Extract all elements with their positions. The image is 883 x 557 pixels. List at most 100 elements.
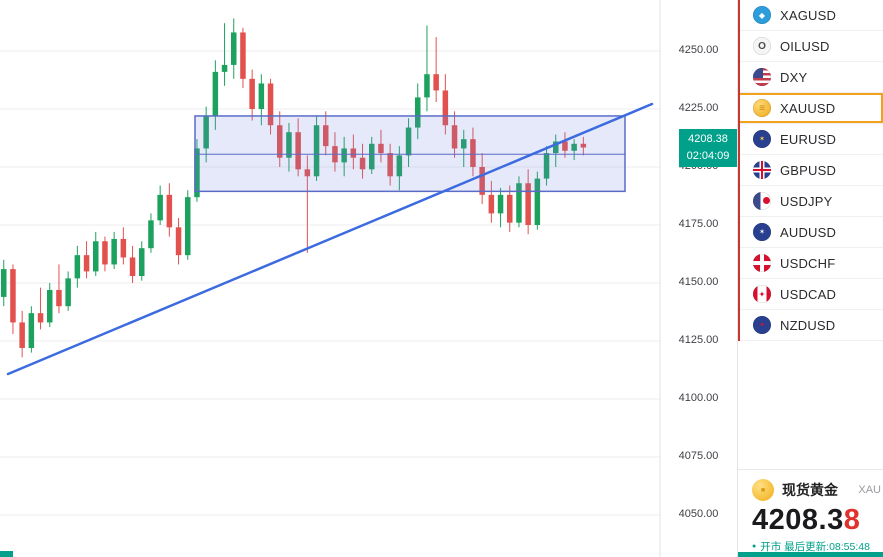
trendline-annotation <box>6 102 654 376</box>
switzerland-flag-icon <box>753 254 771 272</box>
instrument-row-gbpusd[interactable]: GBPUSD <box>738 155 883 186</box>
candle-body <box>286 132 292 158</box>
candle-body <box>350 148 357 158</box>
candle-body <box>313 125 320 177</box>
axis-tick-label: 4075.00 <box>678 450 719 462</box>
bottom-accent-bar <box>738 552 883 557</box>
instrument-row-xauusd[interactable]: XAUUSD <box>738 93 883 124</box>
candle-body <box>571 143 577 151</box>
candle-body <box>129 257 136 277</box>
canada-flag-icon <box>753 285 771 303</box>
instrument-name: 现货黄金 <box>782 482 838 498</box>
candle-body <box>139 248 145 277</box>
candle-body <box>553 141 559 154</box>
candle-body <box>203 115 209 149</box>
price-chart[interactable]: 4250.004225.004200.004175.004150.004125.… <box>0 0 737 557</box>
candle-body <box>258 83 265 109</box>
candle-body <box>249 78 255 109</box>
candle-body <box>525 183 531 225</box>
instrument-row-oilusd[interactable]: OILUSD <box>738 31 883 62</box>
price-last-digit: 8 <box>843 504 861 536</box>
candle-body <box>507 194 513 223</box>
candle-body <box>221 64 228 72</box>
gold-icon <box>753 99 771 117</box>
axis-tick-label: 4225.00 <box>678 102 719 114</box>
candle-body <box>562 141 568 151</box>
instrument-symbol: XAU <box>858 484 881 496</box>
instrument-label: USDCHF <box>780 255 836 271</box>
instrument-label: GBPUSD <box>780 162 837 178</box>
instrument-label: XAGUSD <box>780 7 837 23</box>
candle-body <box>396 155 403 177</box>
axis-tick-label: 4175.00 <box>678 218 719 230</box>
candle-body <box>516 183 522 223</box>
instrument-label: XAUUSD <box>780 100 836 116</box>
candle-body <box>166 194 173 228</box>
chart-corner-accent <box>0 551 13 557</box>
candle-body <box>295 132 301 170</box>
candle-body <box>10 269 16 323</box>
candle-body <box>470 139 476 167</box>
candle-body <box>83 255 90 272</box>
instrument-row-eurusd[interactable]: EURUSD <box>738 124 883 155</box>
instrument-row-usdcad[interactable]: USDCAD <box>738 279 883 310</box>
candle-body <box>157 194 163 221</box>
candle-body <box>47 289 53 323</box>
axis-tick-label: 4150.00 <box>678 276 719 288</box>
candle-body <box>148 220 154 249</box>
candle-body <box>37 313 44 323</box>
instrument-list: XAGUSD OILUSD DXY XAUUSD EURUSD GBPUSD <box>738 0 883 341</box>
current-price-label: 4208.38 02:04:09 <box>679 128 737 167</box>
instrument-row-usdjpy[interactable]: USDJPY <box>738 186 883 217</box>
instrument-row-usdchf[interactable]: USDCHF <box>738 248 883 279</box>
candle-body <box>185 197 191 256</box>
candle-body <box>479 167 485 195</box>
silver-icon <box>753 6 771 24</box>
candle-body <box>461 139 467 149</box>
axis-tick-label: 4250.00 <box>678 44 719 56</box>
oil-icon <box>753 37 771 55</box>
instrument-row-audusd[interactable]: AUDUSD <box>738 217 883 248</box>
quote-panel: 现货黄金 XAU 4208.38 ● 开市 最后更新:08:55:48 <box>738 469 883 557</box>
candle-body <box>1 269 7 297</box>
instrument-row-nzdusd[interactable]: NZDUSD <box>738 310 883 341</box>
candle-body <box>56 289 62 307</box>
instrument-row-dxy[interactable]: DXY <box>738 62 883 93</box>
candle-body <box>120 238 127 258</box>
candle-body <box>369 143 375 170</box>
candle-body <box>580 143 587 148</box>
status-text: 开市 最后更新:08:55:48 <box>760 541 870 553</box>
instrument-label: NZDUSD <box>780 317 836 333</box>
watchlist-sidebar: XAGUSD OILUSD DXY XAUUSD EURUSD GBPUSD <box>737 0 883 557</box>
candle-body <box>497 194 504 214</box>
candle-body <box>359 157 366 170</box>
price-axis[interactable]: 4250.004225.004200.004175.004150.004125.… <box>660 0 737 557</box>
candle-body <box>231 32 237 65</box>
australia-flag-icon <box>753 223 771 241</box>
current-price: 4208.38 <box>688 133 728 146</box>
instrument-label: EURUSD <box>780 131 837 147</box>
candle-body <box>240 32 246 79</box>
candle-body <box>442 90 449 126</box>
axis-tick-label: 4050.00 <box>678 508 719 520</box>
instrument-label: DXY <box>780 69 808 85</box>
candle-body <box>175 227 182 256</box>
us-flag-icon <box>753 68 771 86</box>
instrument-row-xagusd[interactable]: XAGUSD <box>738 0 883 31</box>
candle-body <box>212 71 219 116</box>
axis-tick-label: 4100.00 <box>678 392 719 404</box>
japan-flag-icon <box>753 192 771 210</box>
instrument-label: OILUSD <box>780 38 830 54</box>
gold-coin-icon <box>752 479 774 501</box>
instrument-label: USDCAD <box>780 286 837 302</box>
candle-countdown: 02:04:09 <box>686 149 730 162</box>
axis-tick-label: 4125.00 <box>678 334 719 346</box>
uk-flag-icon <box>753 161 771 179</box>
candle-body <box>424 74 430 98</box>
status-dot-icon: ● <box>752 543 757 550</box>
candle-body <box>433 74 439 91</box>
price-main: 4208.3 <box>752 504 844 536</box>
candle-body <box>341 148 347 163</box>
quote-price: 4208.38 <box>752 504 883 537</box>
